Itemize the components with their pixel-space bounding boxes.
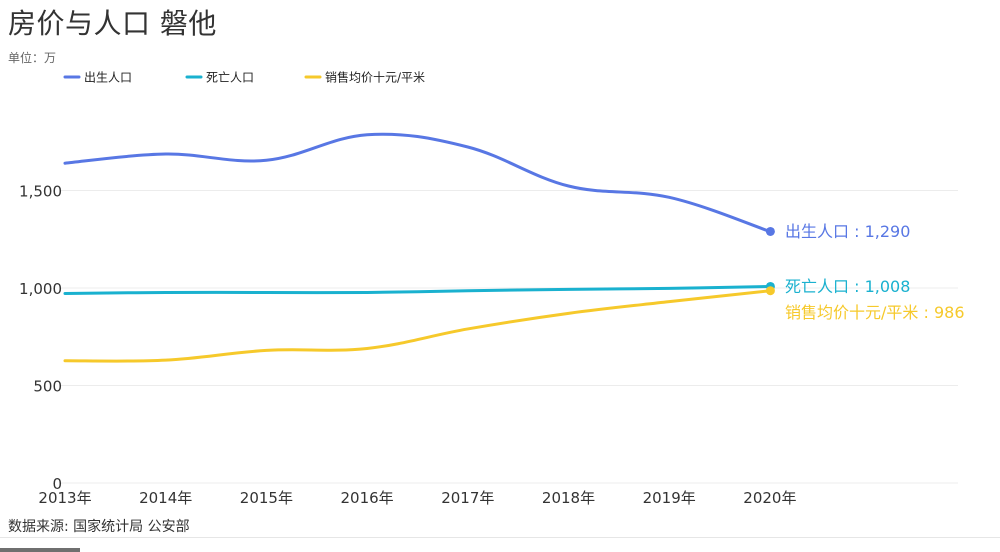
series-line — [63, 284, 772, 295]
end-labels: 出生人口 : 1,290 死亡人口 : 1,008 销售均价十元/平米 : 986 — [785, 222, 965, 322]
y-tick-label: 500 — [33, 378, 62, 396]
legend-label: 出生人口 — [84, 71, 132, 85]
series-line — [63, 289, 772, 363]
y-tick-label: 0 — [52, 475, 62, 493]
x-axis: 2013年 2014年 2015年 2016年 2017年 2018年 2019年 2020年 — [38, 489, 796, 507]
bottom-tab-bar — [0, 548, 80, 552]
series-end-point — [765, 226, 775, 236]
legend-label: 销售均价十元/平米 — [325, 70, 425, 85]
x-tick-label: 2018年 — [542, 489, 595, 507]
series-line — [63, 132, 772, 233]
y-tick-label: 1,500 — [19, 183, 62, 201]
y-axis: 0 500 1,000 1,500 — [19, 183, 62, 494]
x-tick-label: 2019年 — [643, 489, 696, 507]
gridlines — [60, 190, 958, 484]
x-tick-label: 2014年 — [139, 489, 192, 507]
bottom-divider — [0, 537, 1000, 538]
legend: 出生人口 死亡人口 销售均价十元/平米 — [63, 70, 425, 85]
x-tick-label: 2013年 — [38, 489, 91, 507]
x-tick-label: 2020年 — [743, 489, 796, 507]
data-source: 数据来源: 国家统计局 公安部 — [8, 519, 190, 535]
unit-label: 单位：万 — [8, 51, 57, 65]
series-end-label: 出生人口 : 1,290 — [785, 222, 910, 241]
x-tick-label: 2017年 — [441, 489, 494, 507]
series-end-point — [765, 286, 775, 296]
series-end-label: 死亡人口 : 1,008 — [785, 277, 910, 296]
series-end-label: 销售均价十元/平米 : 986 — [785, 303, 965, 322]
series-lines — [63, 132, 772, 363]
y-tick-label: 1,000 — [19, 280, 62, 298]
legend-label: 死亡人口 — [206, 71, 254, 85]
x-tick-label: 2015年 — [240, 489, 293, 507]
chart-title: 房价与人口 磐他 — [8, 7, 217, 40]
x-tick-label: 2016年 — [341, 489, 394, 507]
end-points — [765, 226, 775, 296]
